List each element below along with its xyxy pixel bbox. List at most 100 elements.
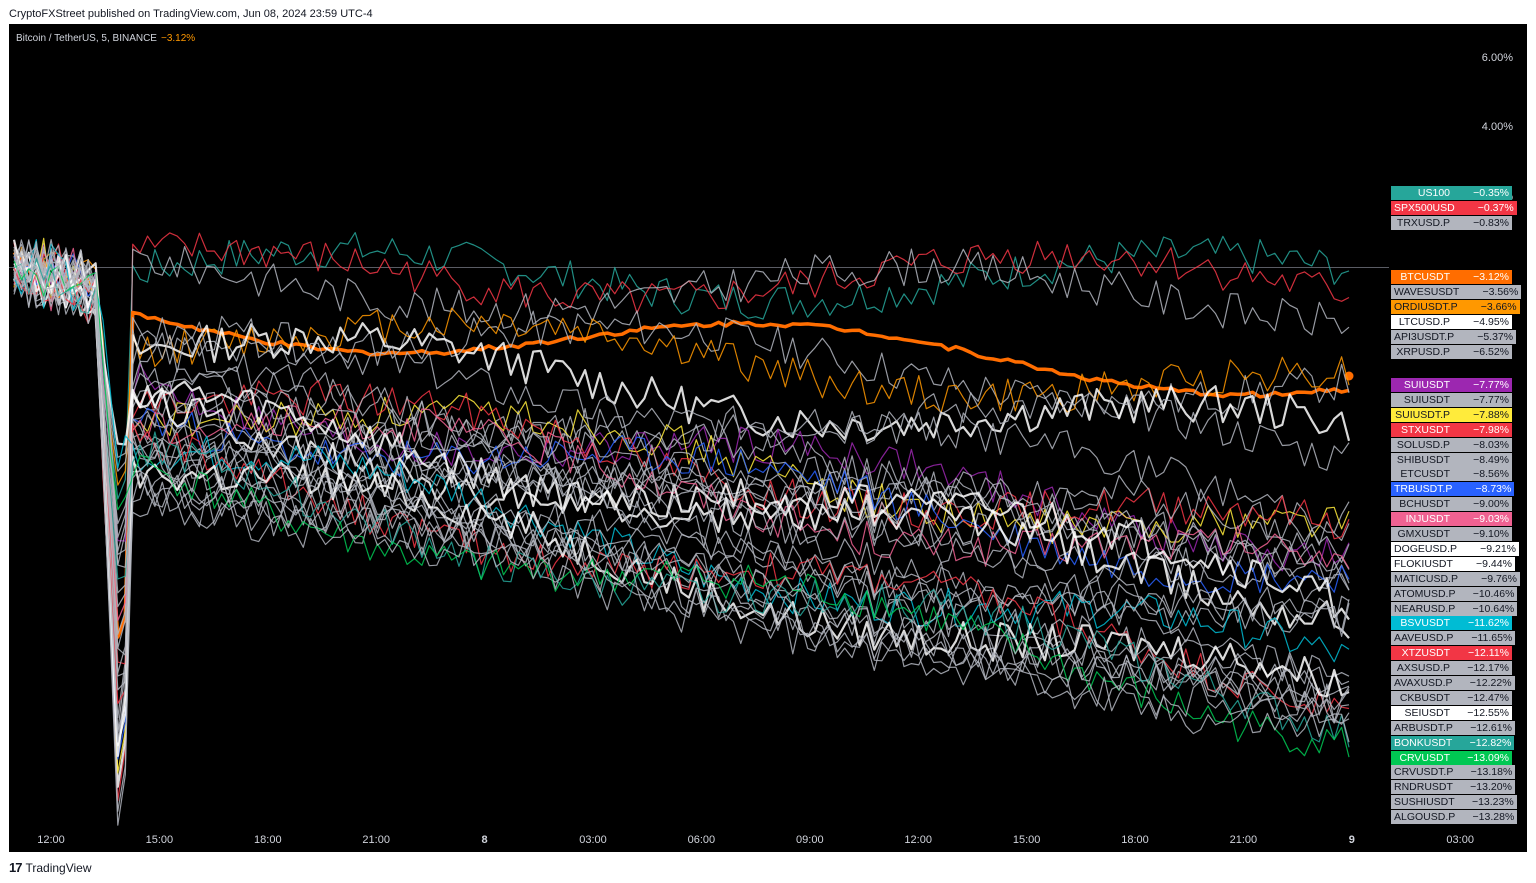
x-tick-label: 06:00: [687, 834, 716, 846]
series-line-atomusd-p: [13, 244, 1350, 638]
x-tick-label: 09:00: [796, 834, 824, 846]
series-line-dogeusd-p: [12, 250, 1350, 621]
x-tick-label: 9: [1348, 834, 1355, 846]
x-tick-label: 21:00: [1229, 834, 1258, 846]
footer: 17 TradingView: [9, 860, 92, 875]
series-label-name: FLOKIUSDT: [1391, 556, 1456, 571]
series-line-xtzusdt: [13, 267, 1350, 716]
series-label-value: −9.03%: [1453, 512, 1512, 527]
series-label-value: −9.00%: [1453, 497, 1512, 512]
series-label: GMXUSDT −9.10%: [1391, 527, 1512, 541]
series-line-trxusd-p: [13, 246, 1350, 732]
series-label-name: XTZUSDT: [1391, 646, 1453, 661]
series-line-spx500usd: [13, 232, 1350, 802]
series-label-value: −7.98%: [1453, 422, 1512, 437]
chart-canvas: [9, 232, 1389, 826]
series-label: CRVUSDT.P −13.18%: [1391, 765, 1516, 780]
series-line-shibusdt: [13, 239, 1350, 584]
series-label-name: SUIUSDT.P: [1391, 407, 1453, 422]
publisher-line: CryptoFXStreet published on TradingView.…: [9, 8, 373, 20]
x-tick-label: 12:00: [37, 834, 65, 846]
series-label: RNDRUSDT −13.20%: [1391, 780, 1515, 795]
x-tick-label: 15:00: [1012, 834, 1041, 846]
series-label-value: −11.62%: [1453, 616, 1512, 631]
series-line-crvusdt: [13, 260, 1350, 758]
series-label-value: −9.44%: [1455, 556, 1515, 571]
series-label-value: −9.76%: [1460, 571, 1520, 586]
series-label: STXUSDT −7.98%: [1391, 422, 1512, 437]
series-line-bchusdt: [13, 249, 1350, 691]
x-tick-label: 03:00: [1446, 834, 1474, 846]
series-label: SUSHIUSDT −13.23%: [1391, 795, 1517, 810]
series-label-name: NEARUSD.P: [1391, 601, 1459, 616]
series-label: BONKUSDT −12.82%: [1391, 735, 1515, 750]
chart-area[interactable]: Bitcoin / TetherUS, 5, BINANCE −3.12% 6.0…: [9, 24, 1527, 852]
footer-brand: TradingView: [25, 860, 92, 875]
series-label-name: MATICUSD.P: [1391, 571, 1461, 586]
series-label-value: −12.55%: [1453, 705, 1512, 720]
series-label-value: −12.82%: [1455, 735, 1515, 750]
series-label: BCHUSDT −9.00%: [1391, 497, 1512, 512]
series-label: BTCUSDT −3.12%: [1391, 270, 1512, 284]
series-label-name: BTCUSDT: [1391, 270, 1453, 284]
series-label-name: SHIBUSDT: [1391, 452, 1453, 467]
series-label: WAVESUSDT −3.56%: [1391, 284, 1522, 299]
series-line-axsusd-p: [13, 250, 1350, 724]
series-label-name: ARBUSDT.P: [1391, 720, 1456, 735]
series-label: TRBUSDT.P −8.73%: [1391, 482, 1515, 497]
series-label-name: ORDIUSDT.P: [1391, 299, 1461, 314]
series-label: FLOKIUSDT −9.44%: [1391, 556, 1515, 571]
series-label-value: −12.47%: [1453, 690, 1512, 705]
series-label-value: −8.03%: [1453, 437, 1512, 452]
series-label-name: ALGOUSD.P: [1391, 810, 1459, 825]
series-label-name: SUIUSDT: [1391, 378, 1453, 392]
series-line-seiusdt: [12, 239, 1350, 758]
series-label: CRVUSDT −13.09%: [1391, 750, 1512, 765]
series-label-value: −13.28%: [1458, 810, 1518, 825]
series-label-name: TRXUSD.P: [1391, 215, 1453, 230]
series-label-name: STXUSDT: [1391, 422, 1453, 437]
series-label-name: CRVUSDT.P: [1391, 765, 1457, 780]
series-label-value: −13.20%: [1455, 780, 1515, 795]
series-label: BSVUSDT −11.62%: [1391, 616, 1512, 631]
series-label-value: −7.88%: [1453, 407, 1512, 422]
series-label-name: WAVESUSDT: [1391, 284, 1463, 299]
series-label: TRXUSD.P −0.83%: [1391, 215, 1512, 230]
series-label-value: −11.65%: [1456, 631, 1516, 646]
series-label-value: −13.23%: [1457, 795, 1517, 810]
series-label: SUIUSDT −7.77%: [1391, 392, 1512, 407]
series-label-value: −13.09%: [1453, 750, 1512, 765]
series-label-value: −10.64%: [1458, 601, 1518, 616]
x-tick-label: 12:00: [904, 834, 932, 846]
series-label-name: SPX500USD: [1391, 200, 1458, 215]
series-label-name: TRBUSDT.P: [1391, 482, 1456, 497]
series-label: AVAXUSD.P −12.22%: [1391, 676, 1515, 690]
series-label-name: INJUSDT: [1391, 512, 1453, 527]
series-label-value: −8.49%: [1453, 452, 1512, 467]
series-label-value: −7.77%: [1453, 392, 1512, 407]
series-label-name: ATOMUSD.P: [1391, 586, 1459, 601]
series-label: SEIUSDT −12.55%: [1391, 705, 1512, 720]
series-line-suiusdt-p: [13, 237, 1350, 774]
series-label-value: −10.46%: [1458, 586, 1518, 601]
series-label: CKBUSDT −12.47%: [1391, 690, 1512, 705]
series-label: AXSUSD.P −12.17%: [1391, 661, 1512, 676]
series-line-flokiusdt: [13, 250, 1350, 747]
x-tick-label: 21:00: [362, 834, 390, 846]
series-line-sushiusdt: [13, 248, 1350, 711]
series-label-name: SOLUSD.P: [1391, 437, 1453, 452]
series-label-value: −8.56%: [1453, 467, 1512, 482]
series-label-value: −6.52%: [1453, 344, 1512, 359]
series-label: XTZUSDT −12.11%: [1391, 646, 1512, 661]
series-label: XRPUSD.P −6.52%: [1391, 344, 1512, 359]
series-label-name: RNDRUSDT: [1391, 780, 1456, 795]
series-line-wavesusdt: [13, 243, 1350, 556]
series-label-name: API3USDT.P: [1391, 329, 1458, 344]
series-label: ATOMUSD.P −10.46%: [1391, 586, 1518, 601]
series-line-btcusdt: [12, 251, 1350, 639]
series-label-name: AAVEUSD.P: [1391, 631, 1457, 646]
y-tick-label: 6.00%: [1481, 51, 1513, 64]
series-line-api3usdt-p: [13, 239, 1350, 719]
series-label-name: DOGEUSD.P: [1391, 541, 1461, 556]
series-label-value: −3.12%: [1453, 270, 1512, 284]
